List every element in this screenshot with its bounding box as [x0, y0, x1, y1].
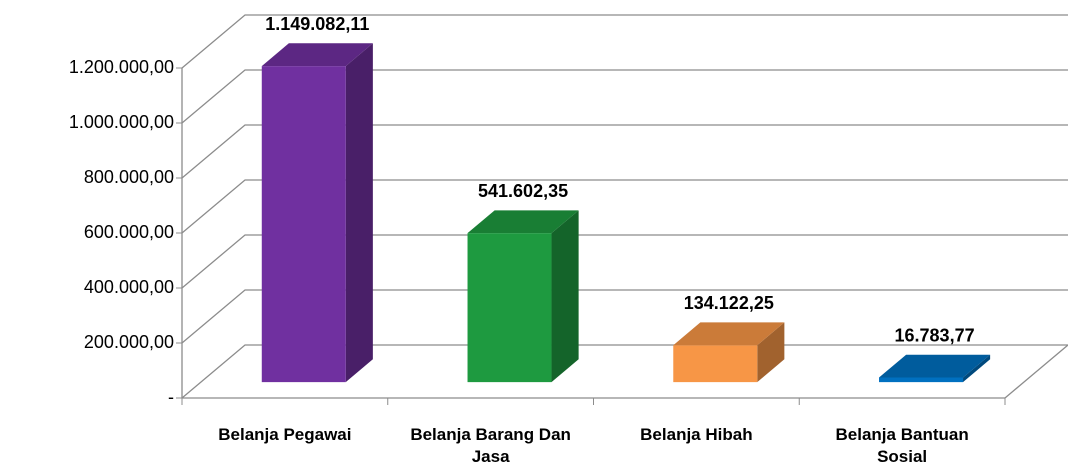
bar-top: [673, 322, 785, 346]
bar: [673, 345, 758, 383]
grid-line: [181, 124, 1068, 179]
value-label: 1.149.082,11: [265, 14, 369, 34]
grid-line: [181, 344, 1068, 399]
value-label: 16.783,77: [895, 325, 975, 345]
bar-side: [345, 43, 373, 383]
y-tick-label: 800.000,00: [84, 167, 174, 187]
bar-side: [963, 354, 991, 383]
y-tick-label: 200.000,00: [84, 332, 174, 352]
grid-line: [181, 289, 1068, 344]
floor-edge: [1004, 344, 1068, 399]
x-tick-label: Belanja Bantuan Sosial: [835, 425, 969, 466]
y-tick-label: 1.200.000,00: [69, 57, 174, 77]
bar-side: [551, 210, 579, 383]
bar: [261, 66, 346, 383]
grid-line: [181, 179, 1068, 234]
bar-top: [467, 210, 579, 234]
x-tick-label: Belanja Barang Dan Jasa: [410, 425, 571, 466]
x-tick-label: Belanja Pegawai: [218, 425, 352, 444]
y-tick-label: 600.000,00: [84, 222, 174, 242]
bar: [467, 233, 552, 383]
y-tick-label: 400.000,00: [84, 277, 174, 297]
grid-line: [181, 69, 1068, 124]
y-tick-label: -: [168, 387, 174, 407]
x-tick-label: Belanja Hibah: [640, 425, 753, 444]
value-label: 541.602,35: [478, 181, 568, 201]
bar-top: [261, 43, 373, 67]
grid-line: [181, 234, 1068, 289]
bar: [879, 377, 964, 383]
value-label: 134.122,25: [684, 293, 774, 313]
y-tick-label: 1.000.000,00: [69, 112, 174, 132]
bar-top: [879, 354, 991, 378]
bar-side: [757, 322, 785, 383]
grid-line: [181, 14, 1068, 69]
